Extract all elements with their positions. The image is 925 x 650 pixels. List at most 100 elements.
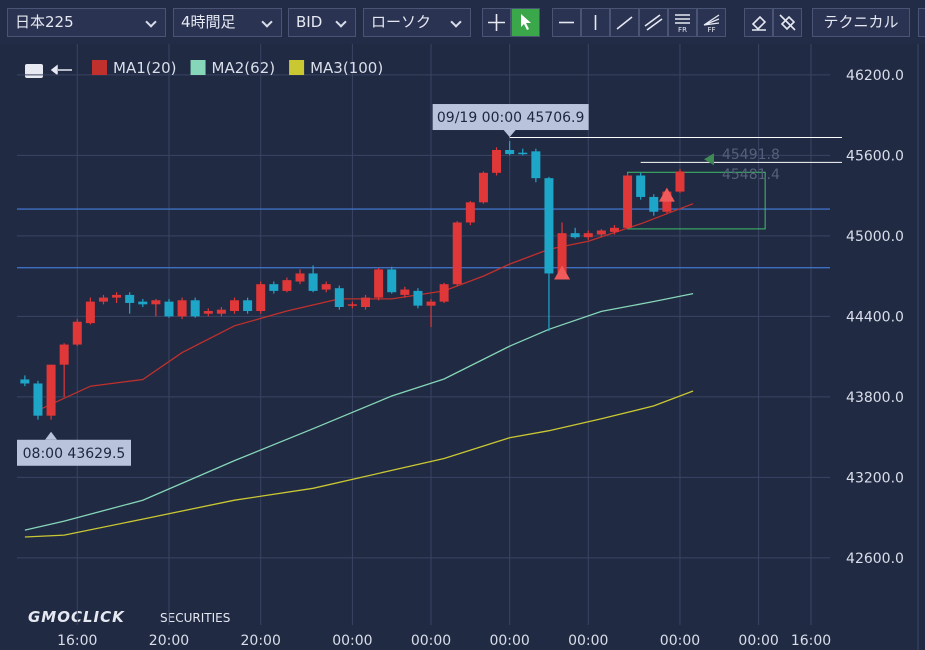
candle-body [151, 300, 161, 305]
legend-label: MA2(62) [212, 59, 276, 77]
legend-label: MA3(100) [310, 59, 383, 77]
candle-body [334, 288, 344, 307]
x-tick-label: 00:00 [660, 633, 700, 649]
signal-marker [658, 187, 675, 202]
x-tick-label: 00:00 [738, 633, 778, 649]
candle-body [557, 233, 567, 275]
chart-background [0, 44, 925, 650]
legend-swatch [92, 60, 107, 75]
annotation-pointer [45, 431, 58, 440]
collapse-icon [50, 64, 72, 76]
annotation-label: 08:00 43629.5 [23, 446, 126, 462]
legend-swatch [190, 60, 206, 75]
x-tick-label: 00:00 [332, 633, 372, 649]
comment-icon [25, 64, 43, 78]
candle-body [374, 269, 384, 298]
candle-body [33, 383, 43, 416]
y-tick-label: 45600.0 [846, 148, 904, 164]
candle-body [531, 151, 541, 179]
trendline-button[interactable] [610, 8, 639, 37]
pointer-button[interactable] [511, 8, 540, 37]
icon [751, 15, 767, 31]
ma-line [24, 292, 694, 531]
icon [779, 14, 796, 31]
channel-button[interactable] [639, 8, 668, 37]
toolbar: 日本225 4時間足 BID ローソク FR FF テクニカル [0, 0, 925, 44]
candle-body [138, 301, 148, 305]
more-button[interactable] [918, 8, 925, 37]
candle-body [112, 294, 122, 298]
y-tick-label: 42600.0 [846, 551, 904, 567]
annotation-label: 09/19 00:00 45706.9 [437, 110, 585, 126]
style-select[interactable]: ローソク [363, 8, 471, 37]
candle-body [518, 152, 528, 155]
ma-line [37, 203, 694, 411]
y-tick-label: 43200.0 [846, 470, 904, 486]
fibo-retracement-button[interactable]: FR [668, 8, 697, 37]
ma-line [24, 390, 694, 538]
icon [559, 21, 574, 24]
icon [521, 14, 531, 30]
candle-body [282, 280, 292, 291]
fibo-fan-button[interactable]: FF [697, 8, 726, 37]
y-tick-label: 44400.0 [846, 309, 904, 325]
x-tick-label: 20:00 [241, 633, 281, 649]
logo-sub: SECURITIES [160, 611, 230, 625]
y-tick-label: 45000.0 [846, 229, 904, 245]
clear-all-button[interactable] [773, 8, 802, 37]
quote-label: 45491.8 [722, 147, 780, 163]
technical-button[interactable]: テクニカル [812, 8, 910, 37]
svg-text:FR: FR [678, 26, 687, 34]
candle-body [505, 150, 515, 155]
candle-body [20, 379, 30, 384]
candle-body [439, 284, 449, 302]
crosshair-button[interactable] [482, 8, 511, 37]
x-tick-label: 00:00 [489, 633, 529, 649]
icon [488, 14, 505, 31]
candle-body [492, 150, 502, 173]
candle-body [125, 294, 135, 303]
candle-body [465, 202, 475, 223]
candle-body [583, 233, 593, 238]
timeframe-select[interactable]: 4時間足 [173, 8, 282, 37]
candle-body [256, 284, 266, 312]
legend-swatch [289, 60, 305, 75]
candle-body [229, 300, 239, 312]
candle-body [413, 290, 423, 306]
y-tick-label: 46200.0 [846, 68, 904, 84]
candle-body [452, 222, 462, 285]
icon [644, 14, 663, 31]
vline-button[interactable] [581, 8, 610, 37]
candle-body [347, 304, 357, 306]
side-select[interactable]: BID [288, 8, 356, 37]
candle-body [544, 178, 554, 274]
annotation-box [432, 104, 589, 131]
eraser-button[interactable] [744, 8, 773, 37]
candle-body [164, 301, 174, 317]
candle-body [426, 301, 436, 306]
candle-body [269, 284, 279, 291]
icon: FR [675, 14, 690, 34]
annotation-pointer [503, 130, 516, 138]
hline-button[interactable] [552, 8, 581, 37]
candle-body [361, 297, 371, 307]
quote-label: 45481.4 [722, 167, 780, 183]
candle-body [478, 172, 488, 203]
symbol-select[interactable]: 日本225 [7, 8, 166, 37]
candle-body [321, 284, 331, 290]
candle-body [243, 300, 253, 312]
candle-body [675, 171, 685, 192]
candle-body [308, 273, 318, 291]
x-tick-label: 16:00 [791, 633, 831, 649]
candle-body [216, 309, 226, 314]
x-tick-label: 00:00 [568, 633, 608, 649]
candle-body [59, 344, 69, 365]
candle-body [46, 364, 56, 416]
candle-body [295, 273, 305, 282]
candle-body [636, 175, 646, 197]
icon [616, 16, 633, 30]
candle-body [570, 233, 580, 238]
svg-text:FF: FF [707, 26, 715, 34]
x-tick-label: 16:00 [57, 633, 97, 649]
